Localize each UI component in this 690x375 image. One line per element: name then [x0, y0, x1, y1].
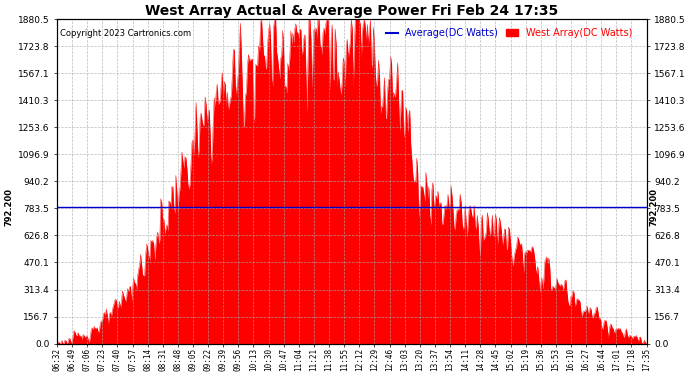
Text: 792.200: 792.200	[4, 188, 13, 226]
Text: 792.200: 792.200	[649, 188, 658, 226]
Text: Copyright 2023 Cartronics.com: Copyright 2023 Cartronics.com	[60, 29, 191, 38]
Legend: Average(DC Watts), West Array(DC Watts): Average(DC Watts), West Array(DC Watts)	[382, 24, 635, 42]
Title: West Array Actual & Average Power Fri Feb 24 17:35: West Array Actual & Average Power Fri Fe…	[145, 4, 558, 18]
